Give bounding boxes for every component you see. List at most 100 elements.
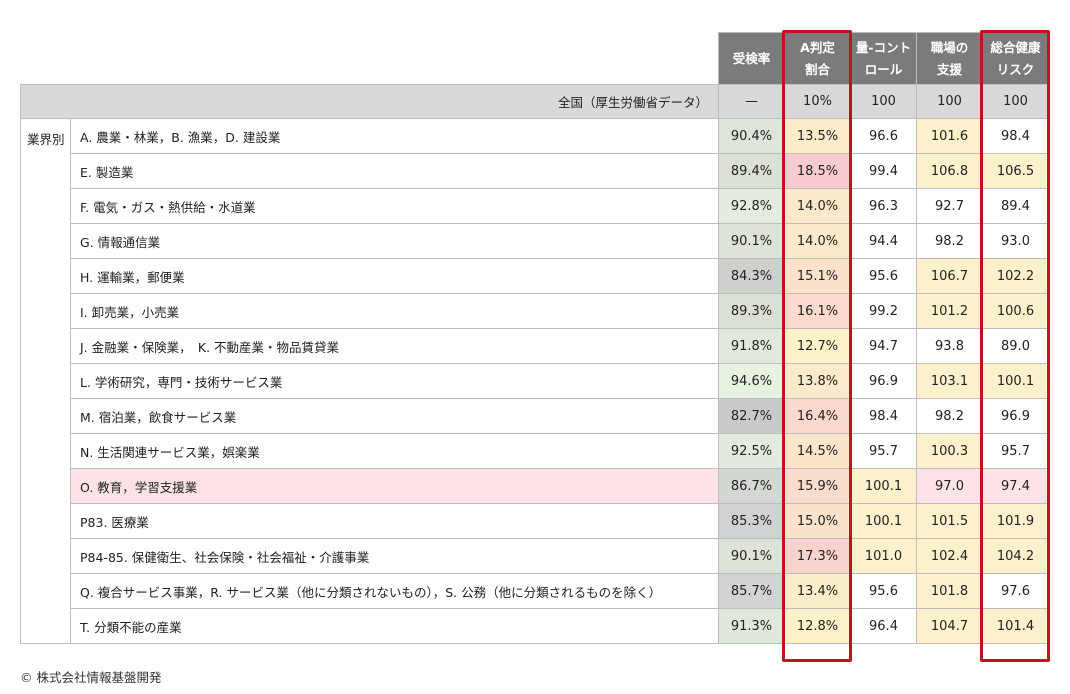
national-total-risk: 100 [982,84,1049,119]
a-rate-value: 15.0% [784,503,851,539]
table-row: J. 金融業・保険業， K. 不動産業・物品賃貸業 91.8% 12.7% 94.7 9… [21,328,1049,364]
workplace-support-value: 106.8 [916,153,983,189]
national-workplace-support: 100 [916,84,983,119]
uptake-value: 90.1% [718,223,785,259]
workplace-support-value: 98.2 [916,223,983,259]
table-row: Q. 複合サービス事業，R. サービス業（他に分類されないもの），S. 公務（他… [21,573,1049,609]
header-quantity-control: 量-コント ロール [850,32,917,85]
a-rate-value: 13.5% [784,118,851,154]
table-row: I. 卸売業，小売業 89.3% 16.1% 99.2 101.2 100.6 [21,293,1049,329]
a-rate-value: 16.4% [784,398,851,434]
uptake-value: 91.3% [718,608,785,644]
quantity-control-value: 96.9 [850,363,917,399]
total-risk-value: 89.4 [982,188,1049,224]
workplace-support-value: 100.3 [916,433,983,469]
a-rate-value: 18.5% [784,153,851,189]
national-a-rate: 10% [784,84,851,119]
national-label: 全国（厚生労働省データ） [20,84,719,119]
industry-name: L. 学術研究，専門・技術サービス業 [70,363,719,399]
quantity-control-value: 101.0 [850,538,917,574]
a-rate-value: 15.1% [784,258,851,294]
uptake-value: 82.7% [718,398,785,434]
national-row: 全国（厚生労働省データ） — 10% 100 100 100 [20,84,1049,119]
table-row: E. 製造業 89.4% 18.5% 99.4 106.8 106.5 [21,153,1049,189]
workplace-support-value: 102.4 [916,538,983,574]
industry-name: E. 製造業 [70,153,719,189]
group-label: 業界別 [20,118,71,644]
header-workplace-support: 職場の 支援 [916,32,983,85]
quantity-control-value: 100.1 [850,503,917,539]
total-risk-value: 89.0 [982,328,1049,364]
workplace-support-value: 103.1 [916,363,983,399]
total-risk-value: 104.2 [982,538,1049,574]
table-row: M. 宿泊業，飲食サービス業 82.7% 16.4% 98.4 98.2 96.9 [21,398,1049,434]
quantity-control-value: 94.7 [850,328,917,364]
copyright-text: © 株式会社情報基盤開発 [20,670,162,685]
uptake-value: 94.6% [718,363,785,399]
industry-name: Q. 複合サービス事業，R. サービス業（他に分類されないもの），S. 公務（他… [70,573,719,609]
workplace-support-value: 101.6 [916,118,983,154]
uptake-value: 92.5% [718,433,785,469]
total-risk-value: 97.4 [982,468,1049,504]
table-row: P83. 医療業 85.3% 15.0% 100.1 101.5 101.9 [21,503,1049,539]
industry-name: A. 農業・林業，B. 漁業，D. 建設業 [70,118,719,154]
a-rate-value: 13.4% [784,573,851,609]
industry-name: O. 教育，学習支援業 [70,468,719,504]
a-rate-value: 14.5% [784,433,851,469]
a-rate-value: 12.8% [784,608,851,644]
workplace-support-value: 98.2 [916,398,983,434]
quantity-control-value: 100.1 [850,468,917,504]
a-rate-value: 17.3% [784,538,851,574]
total-risk-value: 100.6 [982,293,1049,329]
a-rate-value: 14.0% [784,223,851,259]
quantity-control-value: 96.4 [850,608,917,644]
quantity-control-value: 99.4 [850,153,917,189]
workplace-support-value: 97.0 [916,468,983,504]
uptake-value: 90.4% [718,118,785,154]
uptake-value: 84.3% [718,258,785,294]
total-risk-value: 98.4 [982,118,1049,154]
national-quantity-control: 100 [850,84,917,119]
industry-stress-table: 受検率 A判定 割合 量-コント ロール 職場の 支援 総合健康 リスク 全国（厚生労働… [20,32,1049,644]
quantity-control-value: 95.6 [850,573,917,609]
total-risk-value: 101.9 [982,503,1049,539]
table-row: G. 情報通信業 90.1% 14.0% 94.4 98.2 93.0 [21,223,1049,259]
industry-name: I. 卸売業，小売業 [70,293,719,329]
total-risk-value: 102.2 [982,258,1049,294]
header-a-rate: A判定 割合 [784,32,851,85]
a-rate-value: 12.7% [784,328,851,364]
table-row: H. 運輸業，郵便業 84.3% 15.1% 95.6 106.7 102.2 [21,258,1049,294]
a-rate-value: 13.8% [784,363,851,399]
workplace-support-value: 101.8 [916,573,983,609]
uptake-value: 85.3% [718,503,785,539]
table-row: P84-85. 保健衛生、社会保険・社会福祉・介護事業 90.1% 17.3% 101… [21,538,1049,574]
workplace-support-value: 101.2 [916,293,983,329]
industry-name: G. 情報通信業 [70,223,719,259]
quantity-control-value: 99.2 [850,293,917,329]
quantity-control-value: 94.4 [850,223,917,259]
header-blank [20,32,719,85]
workplace-support-value: 101.5 [916,503,983,539]
industry-name: J. 金融業・保険業， K. 不動産業・物品賃貸業 [70,328,719,364]
industry-name: P84-85. 保健衛生、社会保険・社会福祉・介護事業 [70,538,719,574]
quantity-control-value: 96.3 [850,188,917,224]
header-total-risk: 総合健康 リスク [982,32,1049,85]
uptake-value: 92.8% [718,188,785,224]
industry-name: N. 生活関連サービス業，娯楽業 [70,433,719,469]
table-row: O. 教育，学習支援業 86.7% 15.9% 100.1 97.0 97.4 [21,468,1049,504]
workplace-support-value: 104.7 [916,608,983,644]
workplace-support-value: 106.7 [916,258,983,294]
industry-name: F. 電気・ガス・熱供給・水道業 [70,188,719,224]
table-row: T. 分類不能の産業 91.3% 12.8% 96.4 104.7 101.4 [21,608,1049,644]
workplace-support-value: 93.8 [916,328,983,364]
total-risk-value: 97.6 [982,573,1049,609]
a-rate-value: 14.0% [784,188,851,224]
uptake-value: 90.1% [718,538,785,574]
industry-name: T. 分類不能の産業 [70,608,719,644]
total-risk-value: 96.9 [982,398,1049,434]
quantity-control-value: 95.7 [850,433,917,469]
quantity-control-value: 98.4 [850,398,917,434]
workplace-support-value: 92.7 [916,188,983,224]
national-uptake: — [718,84,785,119]
quantity-control-value: 96.6 [850,118,917,154]
